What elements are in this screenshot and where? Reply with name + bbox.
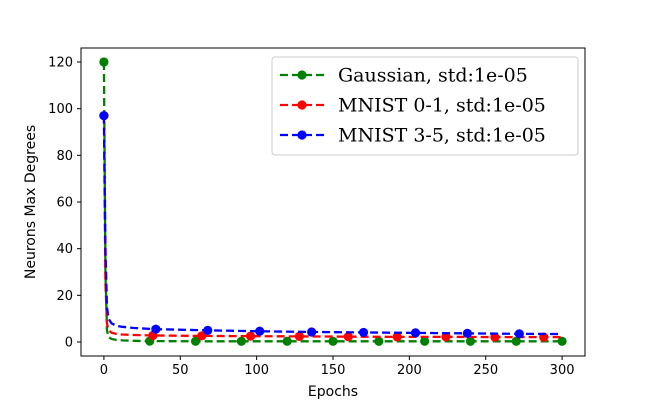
series-point xyxy=(465,336,476,346)
series-point xyxy=(197,331,207,341)
y-tick-label: 0 xyxy=(65,336,73,351)
series-point xyxy=(255,326,265,336)
legend-entry-3: MNIST 3-5, std:1e-05 xyxy=(280,125,546,147)
series-point xyxy=(462,328,472,338)
legend-marker xyxy=(297,100,307,110)
series-point xyxy=(511,336,521,346)
series-line xyxy=(102,61,563,343)
series-group xyxy=(99,57,567,346)
series-point xyxy=(343,332,353,342)
series-point xyxy=(514,329,524,339)
series-3 xyxy=(99,111,563,339)
series-point xyxy=(282,336,292,346)
x-tick-label: 150 xyxy=(321,363,346,378)
y-axis-label: Neurons Max Degrees xyxy=(23,125,39,279)
series-1 xyxy=(99,57,567,346)
series-point xyxy=(374,336,384,346)
y-tick-label: 80 xyxy=(56,149,73,164)
series-point xyxy=(420,336,430,346)
series-point xyxy=(99,111,109,121)
series-point xyxy=(203,325,213,335)
y-tick-label: 60 xyxy=(56,196,73,211)
x-tick-label: 200 xyxy=(397,363,422,378)
series-point xyxy=(358,327,369,338)
x-axis: 0 50 100 150 200 250 300 xyxy=(100,356,575,378)
y-tick-label: 40 xyxy=(56,242,73,257)
legend-label: MNIST 3-5, std:1e-05 xyxy=(338,125,546,147)
series-point xyxy=(236,336,246,346)
x-axis-label: Epochs xyxy=(308,384,358,400)
series-point xyxy=(294,331,304,341)
series-point xyxy=(328,336,338,346)
y-tick-label: 20 xyxy=(56,289,73,304)
legend-entry-1: Gaussian, std:1e-05 xyxy=(280,65,528,87)
y-axis: 0 20 40 60 80 100 120 xyxy=(48,56,81,351)
legend-entry-2: MNIST 0-1, std:1e-05 xyxy=(280,95,546,117)
legend-marker xyxy=(297,70,307,80)
legend-frame xyxy=(271,56,579,156)
series-point xyxy=(392,332,402,342)
series-point xyxy=(490,332,500,342)
y-tick-label: 100 xyxy=(48,102,73,117)
x-tick-label: 250 xyxy=(473,363,498,378)
legend-label: MNIST 0-1, std:1e-05 xyxy=(338,95,546,117)
legend-marker xyxy=(297,130,307,140)
x-tick-label: 50 xyxy=(172,363,189,378)
x-tick-label: 100 xyxy=(244,363,269,378)
series-point xyxy=(99,57,109,67)
series-point xyxy=(557,336,567,346)
series-point xyxy=(307,327,317,337)
x-tick-label: 300 xyxy=(550,363,575,378)
legend: Gaussian, std:1e-05 MNIST 0-1, std:1e-05 M… xyxy=(271,56,579,156)
legend-label: Gaussian, std:1e-05 xyxy=(338,65,528,87)
x-tick-label: 0 xyxy=(100,363,108,378)
series-point xyxy=(190,336,201,346)
series-point xyxy=(245,331,256,341)
series-point xyxy=(441,332,451,342)
y-tick-label: 120 xyxy=(48,56,73,71)
series-point xyxy=(151,324,161,334)
series-point xyxy=(410,328,421,338)
